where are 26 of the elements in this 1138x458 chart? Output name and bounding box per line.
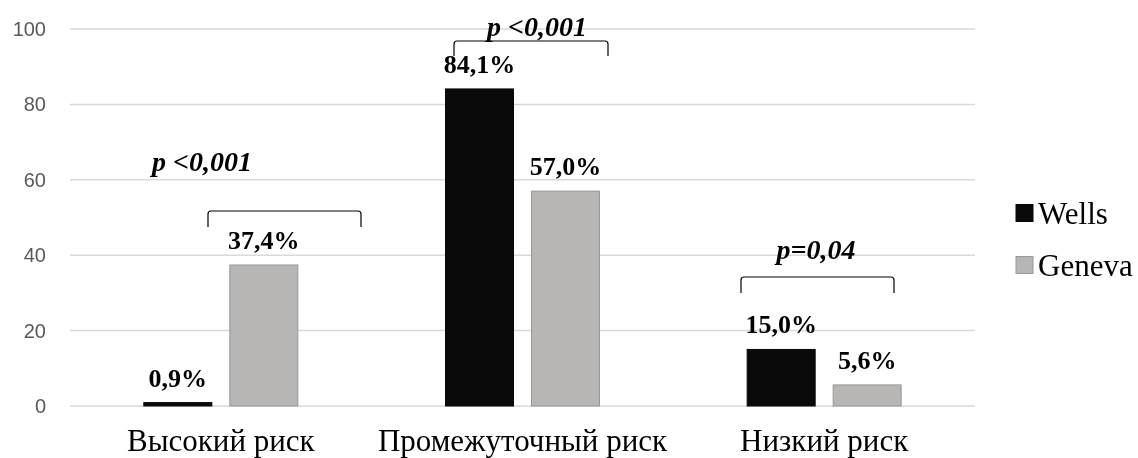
- x-tick-label: Низкий риск: [740, 423, 910, 458]
- annotation: p=0,04: [774, 234, 856, 265]
- y-tick-label: 20: [23, 319, 46, 342]
- bar: [531, 190, 600, 407]
- legend-label: Geneva: [1038, 247, 1133, 283]
- annotation: p <0,001: [150, 146, 252, 177]
- x-tick-label: Высокий риск: [127, 423, 316, 458]
- bar: [445, 88, 514, 407]
- y-tick-label: 100: [12, 18, 46, 40]
- bar: [143, 402, 213, 407]
- data-label: 5,6%: [837, 345, 897, 375]
- bar: [229, 264, 299, 407]
- annotation: p <0,001: [485, 11, 587, 42]
- x-tick-label: Промежуточный риск: [377, 423, 669, 458]
- data-label: 57,0%: [529, 152, 602, 182]
- y-tick-label: 60: [23, 168, 46, 191]
- data-label: 84,1%: [443, 49, 516, 79]
- data-label: 15,0%: [745, 310, 817, 340]
- bar: [746, 348, 816, 407]
- bar: [832, 384, 902, 407]
- y-tick-label: 0: [34, 395, 46, 417]
- y-tick-label: 80: [23, 93, 46, 116]
- data-label: 37,4%: [228, 226, 300, 255]
- y-tick-label: 40: [23, 244, 46, 267]
- legend-label: Wells: [1038, 195, 1108, 231]
- data-label: 0,9%: [148, 363, 208, 393]
